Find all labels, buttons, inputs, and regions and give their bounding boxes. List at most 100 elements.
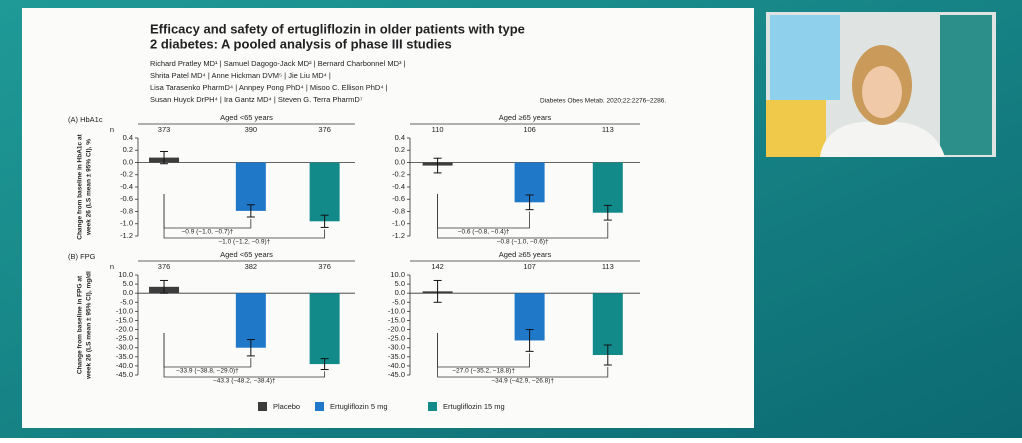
y-tick-label: -0.4 bbox=[392, 182, 405, 191]
y-tick-label: -5.0 bbox=[120, 297, 133, 306]
y-axis-label: week 26 (LS mean ± 95% CI), % bbox=[86, 139, 93, 236]
y-tick-label: -1.2 bbox=[120, 231, 133, 240]
y-tick-label: -0.8 bbox=[120, 206, 133, 215]
y-tick-label: -15.0 bbox=[116, 315, 133, 324]
y-tick-label: -25.0 bbox=[116, 334, 133, 343]
comparison-label: −1.0 (−1.2, −0.9)† bbox=[218, 239, 270, 246]
panel-label: (A) HbA1c bbox=[68, 115, 103, 124]
comparison-label: −33.9 (−38.8, −29.0)† bbox=[176, 368, 239, 375]
bar bbox=[235, 293, 266, 348]
legend-swatch bbox=[258, 402, 267, 411]
y-tick-label: -30.0 bbox=[388, 343, 405, 352]
y-tick-label: -40.0 bbox=[116, 361, 133, 370]
comparison-bracket bbox=[437, 333, 609, 378]
y-tick-label: -20.0 bbox=[116, 325, 133, 334]
y-tick-label: -0.8 bbox=[392, 206, 405, 215]
y-tick-label: -10.0 bbox=[116, 306, 133, 315]
authors: Richard Pratley MD¹ | Samuel Dagogo-Jack… bbox=[150, 59, 406, 68]
y-tick-label: 0.2 bbox=[123, 145, 133, 154]
legend-swatch bbox=[315, 402, 324, 411]
bar bbox=[235, 162, 266, 211]
comparison-bracket bbox=[163, 194, 326, 239]
y-tick-label: 0.0 bbox=[123, 157, 133, 166]
y-tick-label: -5.0 bbox=[392, 297, 405, 306]
y-tick-label: -0.6 bbox=[120, 194, 133, 203]
y-tick-label: -1.0 bbox=[392, 219, 405, 228]
comparison-bracket bbox=[437, 194, 609, 239]
y-tick-label: 10.0 bbox=[390, 270, 405, 279]
y-tick-label: -0.2 bbox=[120, 170, 133, 179]
y-tick-label: 0.0 bbox=[395, 288, 405, 297]
y-tick-label: 10.0 bbox=[118, 270, 133, 279]
y-tick-label: -1.0 bbox=[120, 219, 133, 228]
comparison-label: −34.9 (−42.9, −26.8)† bbox=[491, 378, 554, 385]
bar bbox=[309, 162, 340, 222]
y-tick-label: -0.6 bbox=[392, 194, 405, 203]
paper-title: 2 diabetes: A pooled analysis of phase I… bbox=[150, 36, 452, 51]
group-title: Aged <65 years bbox=[220, 250, 273, 259]
y-tick-label: -45.0 bbox=[116, 370, 133, 379]
n-value: 373 bbox=[158, 125, 171, 134]
bar bbox=[309, 293, 340, 365]
n-value: 107 bbox=[523, 262, 536, 271]
n-value: 113 bbox=[602, 125, 614, 134]
authors: Susan Huyck DrPH⁴ | Ira Gantz MD⁴ | Stev… bbox=[150, 95, 363, 104]
group-title: Aged <65 years bbox=[220, 113, 273, 122]
legend-label: Ertugliflozin 15 mg bbox=[443, 402, 505, 411]
y-tick-label: 5.0 bbox=[395, 279, 405, 288]
n-value: 376 bbox=[318, 262, 331, 271]
y-axis-label: Change from baseline in FPG at bbox=[77, 275, 84, 374]
y-tick-label: -30.0 bbox=[116, 343, 133, 352]
comparison-label: −0.6 (−0.8, −0.4)† bbox=[458, 229, 510, 236]
y-tick-label: -0.2 bbox=[392, 170, 405, 179]
y-tick-label: -25.0 bbox=[388, 334, 405, 343]
bar bbox=[592, 162, 623, 213]
paper-title: Efficacy and safety of ertugliflozin in … bbox=[150, 21, 525, 36]
y-tick-label: -0.4 bbox=[120, 182, 133, 191]
comparison-bracket bbox=[163, 333, 326, 378]
n-value: 142 bbox=[431, 262, 444, 271]
group-title: Aged ≥65 years bbox=[499, 113, 552, 122]
comparison-label: −0.8 (−1.0, −0.6)† bbox=[497, 239, 549, 246]
n-value: 376 bbox=[318, 125, 331, 134]
n-value: 110 bbox=[432, 125, 444, 134]
legend-swatch bbox=[428, 402, 437, 411]
n-label: n bbox=[110, 125, 114, 134]
y-tick-label: 5.0 bbox=[123, 279, 133, 288]
group-title: Aged ≥65 years bbox=[499, 250, 552, 259]
y-tick-label: -45.0 bbox=[388, 370, 405, 379]
slide bbox=[22, 8, 754, 428]
n-value: 382 bbox=[245, 262, 258, 271]
n-label: n bbox=[110, 262, 114, 271]
n-value: 106 bbox=[523, 125, 536, 134]
comparison-label: −0.9 (−1.0, −0.7)† bbox=[182, 229, 234, 236]
comparison-label: −43.3 (−48.2, −38.4)† bbox=[213, 378, 276, 385]
y-axis-label: Change from baseline in HbA1c at bbox=[77, 133, 84, 239]
y-tick-label: -15.0 bbox=[388, 315, 405, 324]
y-tick-label: -1.2 bbox=[392, 231, 405, 240]
n-value: 376 bbox=[158, 262, 171, 271]
y-axis-label: week 26 (LS mean ± 95% CI), mg/dl bbox=[86, 271, 93, 380]
y-tick-label: 0.0 bbox=[395, 157, 405, 166]
y-tick-label: -40.0 bbox=[388, 361, 405, 370]
y-tick-label: 0.2 bbox=[395, 145, 405, 154]
y-tick-label: 0.4 bbox=[123, 133, 133, 142]
y-tick-label: -10.0 bbox=[388, 306, 405, 315]
n-value: 390 bbox=[245, 125, 258, 134]
y-tick-label: 0.0 bbox=[123, 288, 133, 297]
comparison-label: −27.0 (−35.2, −18.8)† bbox=[452, 368, 515, 375]
video-inset bbox=[766, 12, 996, 157]
legend-label: Ertugliflozin 5 mg bbox=[330, 402, 388, 411]
panel-label: (B) FPG bbox=[68, 252, 96, 261]
y-tick-label: -20.0 bbox=[388, 325, 405, 334]
authors: Lisa Tarasenko PharmD⁴ | Annpey Pong PhD… bbox=[150, 83, 388, 92]
legend-label: Placebo bbox=[273, 402, 300, 411]
n-value: 113 bbox=[602, 262, 614, 271]
y-tick-label: -35.0 bbox=[116, 352, 133, 361]
y-tick-label: -35.0 bbox=[388, 352, 405, 361]
y-tick-label: 0.4 bbox=[395, 133, 405, 142]
authors: Shrita Patel MD⁴ | Anne Hickman DVM⁵ | J… bbox=[150, 71, 331, 80]
citation: Diabetes Obes Metab. 2020;22:2276–2286. bbox=[540, 98, 666, 105]
